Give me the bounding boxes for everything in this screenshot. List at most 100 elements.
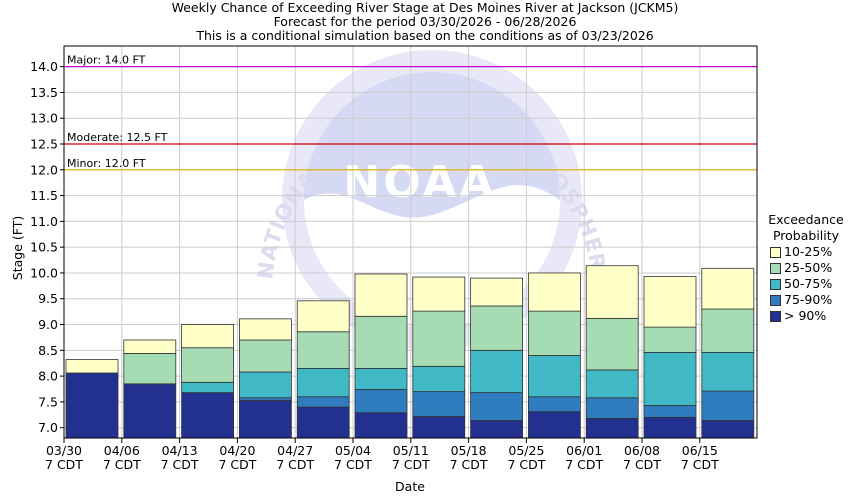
bars-group [65, 265, 755, 439]
y-tick-label: 11.5 [30, 188, 58, 203]
x-tick-label-date: 05/25 [508, 443, 544, 458]
legend-swatch [770, 310, 781, 322]
legend-item: 10-25% [770, 244, 846, 260]
x-tick-label-time: 7 CDT [623, 457, 661, 472]
legend-label: 75-90% [784, 292, 833, 307]
bar-segment [296, 300, 350, 333]
x-tick-label-date: 04/27 [277, 443, 313, 458]
bar-segment [643, 326, 697, 353]
bar-segment [585, 317, 639, 371]
bar-segment [643, 405, 697, 418]
bar-segment [181, 392, 235, 439]
bar-segment [65, 372, 119, 439]
bar-segment [65, 359, 119, 374]
bar-segment [701, 390, 755, 421]
x-tick-label-time: 7 CDT [392, 457, 430, 472]
x-tick-label-date: 05/11 [393, 443, 429, 458]
y-tick-label: 10.0 [30, 265, 58, 280]
bar-segment [181, 347, 235, 383]
y-axis-ticks: 7.0 7.5 8.0 8.5 9.0 9.5 10.0 10.5 11.0 11.5 12.0 12… [30, 59, 64, 435]
bar-segment [123, 353, 177, 385]
title-line-1: Weekly Chance of Exceeding River Stage a… [171, 0, 679, 15]
title-line-3: This is a conditional simulation based o… [196, 28, 654, 43]
bar-segment [354, 315, 408, 369]
x-tick-label-time: 7 CDT [276, 457, 314, 472]
bar-segment [528, 310, 581, 356]
bar-segment [412, 310, 466, 367]
week-bar-stack [181, 324, 235, 439]
flood-stage-label: Minor: 12.0 FT [67, 157, 146, 170]
bar-segment [470, 349, 524, 394]
bar-segment [354, 367, 408, 390]
legend: Exceedance Probability 10-25% 25-50% 50-75… [766, 212, 846, 324]
bar-segment [470, 277, 524, 307]
y-tick-label: 7.5 [38, 394, 58, 409]
bar-segment [470, 392, 524, 421]
legend-title-line-2: Probability [772, 228, 840, 243]
x-tick-label-time: 7 CDT [507, 457, 545, 472]
legend-swatch [770, 246, 781, 258]
week-bar-stack [701, 267, 755, 439]
week-bar-stack [470, 277, 524, 439]
reference-lines: Major: 14.0 FT Moderate: 12.5 FT Minor: 12… [64, 54, 757, 171]
y-tick-label: 9.0 [38, 317, 58, 332]
bar-segment [238, 318, 292, 341]
x-tick-label-date: 04/20 [219, 443, 255, 458]
bar-segment [181, 381, 235, 394]
x-tick-label-date: 05/04 [335, 443, 371, 458]
week-bar-stack [65, 359, 119, 439]
y-tick-label: 12.0 [30, 162, 58, 177]
y-tick-label: 14.0 [30, 59, 58, 74]
x-tick-label-time: 7 CDT [565, 457, 603, 472]
bar-segment [701, 267, 755, 310]
bar-segment [412, 391, 466, 417]
x-tick-label-time: 7 CDT [450, 457, 488, 472]
flood-stage-label: Moderate: 12.5 FT [67, 131, 168, 144]
bar-segment [238, 399, 292, 439]
x-tick-label-time: 7 CDT [45, 457, 83, 472]
watermark-logo-text: NOAA [343, 157, 496, 208]
week-bar-stack [643, 276, 697, 439]
bar-segment [701, 351, 755, 392]
bar-segment [528, 355, 581, 398]
legend-item: 50-75% [770, 276, 846, 292]
bar-segment [238, 339, 292, 373]
bar-segment [585, 369, 639, 399]
legend-label: 50-75% [784, 276, 833, 291]
x-tick-label-date: 05/18 [451, 443, 487, 458]
y-tick-label: 12.5 [30, 137, 58, 152]
bar-segment [412, 365, 466, 392]
title-line-2: Forecast for the period 03/30/2026 - 06/… [273, 14, 577, 29]
week-bar-stack [238, 318, 292, 439]
week-bar-stack [412, 276, 466, 439]
x-tick-label-time: 7 CDT [103, 457, 141, 472]
bar-segment [354, 389, 408, 414]
x-tick-label-time: 7 CDT [218, 457, 256, 472]
bar-segment [585, 397, 639, 419]
bar-segment [528, 272, 581, 312]
flood-stage-label: Major: 14.0 FT [67, 54, 146, 67]
bar-segment [354, 273, 408, 317]
bar-segment [296, 396, 350, 408]
y-tick-label: 13.5 [30, 85, 58, 100]
week-bar-stack [354, 273, 408, 439]
x-tick-label-date: 04/13 [162, 443, 198, 458]
bar-segment [643, 351, 697, 406]
legend-item: 75-90% [770, 292, 846, 308]
legend-item: > 90% [770, 308, 846, 324]
chart-title: Weekly Chance of Exceeding River Stage a… [0, 1, 850, 43]
bar-segment [585, 417, 639, 439]
bar-segment [123, 339, 177, 354]
bar-segment [643, 276, 697, 328]
bar-segment [528, 411, 581, 439]
x-tick-label-date: 04/06 [104, 443, 140, 458]
legend-swatch [770, 278, 781, 290]
bar-segment [470, 305, 524, 351]
legend-swatch [770, 262, 781, 274]
y-tick-label: 10.5 [30, 240, 58, 255]
x-tick-label-date: 06/01 [566, 443, 602, 458]
week-bar-stack [296, 300, 350, 439]
y-tick-label: 9.5 [38, 291, 58, 306]
